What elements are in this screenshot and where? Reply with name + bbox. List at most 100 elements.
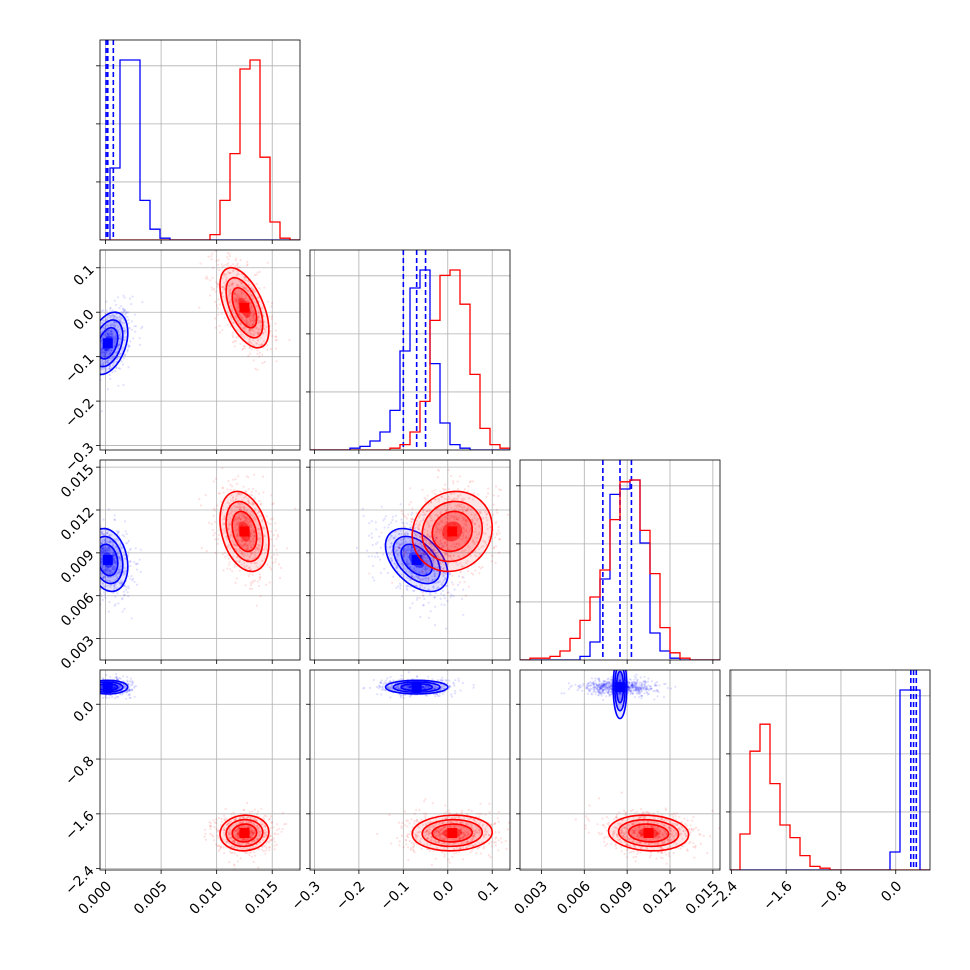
scatter-point (411, 507, 414, 510)
scatter-point (379, 546, 382, 549)
scatter-point (100, 339, 103, 342)
scatter-point (445, 553, 448, 556)
scatter-point (236, 262, 239, 265)
scatter-point (474, 554, 477, 557)
scatter-point (423, 566, 426, 569)
scatter-point (94, 685, 96, 687)
scatter-point (239, 518, 242, 521)
scatter-point (218, 533, 221, 537)
scatter-point (232, 321, 235, 324)
scatter-point (235, 298, 238, 301)
scatter-point (454, 508, 457, 511)
scatter-point (415, 534, 418, 537)
scatter-point (117, 555, 120, 558)
scatter-point (131, 680, 134, 683)
scatter-point (423, 559, 427, 563)
scatter-point (256, 368, 259, 371)
scatter-point (89, 688, 91, 690)
scatter-point (236, 532, 240, 535)
scatter-point (472, 573, 475, 576)
scatter-point (439, 535, 443, 538)
scatter-point (210, 522, 213, 526)
scatter-point (428, 535, 432, 538)
scatter-point (134, 330, 137, 333)
scatter-point (389, 537, 392, 540)
scatter-point (274, 322, 277, 325)
scatter-point (106, 333, 109, 336)
scatter-point (102, 565, 105, 568)
scatter-point (226, 567, 229, 570)
scatter-point (109, 306, 112, 310)
scatter-point (446, 600, 449, 603)
scatter-point (455, 543, 458, 546)
scatter-point (277, 535, 280, 538)
scatter-point (112, 314, 115, 317)
scatter-point (241, 348, 244, 351)
scatter-point (255, 342, 258, 345)
scatter-point (485, 513, 488, 516)
scatter-point (90, 685, 92, 687)
scatter-point (94, 682, 96, 684)
scatter-point (120, 311, 123, 314)
scatter-point (92, 546, 94, 548)
scatter-point (223, 275, 226, 278)
scatter-point (243, 562, 246, 565)
scatter-point (215, 259, 218, 262)
scatter-point (392, 536, 395, 539)
scatter-point (255, 562, 258, 565)
scatter-point (235, 317, 238, 320)
scatter-point (269, 517, 272, 521)
scatter-point (240, 539, 243, 543)
scatter-point (231, 263, 235, 266)
scatter-point (422, 551, 425, 554)
scatter-point (94, 685, 96, 687)
scatter-point (400, 532, 403, 536)
scatter-point (214, 538, 217, 541)
scatter-point (464, 516, 467, 519)
scatter-point (407, 545, 410, 548)
scatter-point (407, 562, 410, 566)
scatter-point (96, 692, 98, 694)
scatter-point (409, 566, 412, 569)
scatter-point (94, 367, 96, 369)
scatter-point (426, 568, 429, 571)
scatter-point (100, 530, 103, 533)
scatter-point (230, 316, 233, 319)
scatter-point (122, 307, 125, 310)
scatter-point (238, 548, 241, 551)
scatter-point (409, 547, 413, 550)
scatter-point (107, 333, 110, 336)
scatter-point (106, 568, 110, 572)
scatter-point (265, 548, 268, 551)
scatter-point (242, 505, 246, 508)
scatter-point (413, 576, 416, 579)
scatter-point (238, 505, 241, 508)
scatter-point (243, 542, 247, 545)
scatter-point (249, 319, 253, 322)
scatter-point (398, 544, 401, 547)
scatter-point (98, 360, 100, 362)
scatter-point (259, 575, 262, 579)
scatter-point (232, 543, 235, 546)
scatter-point (467, 505, 470, 508)
scatter-point (237, 523, 240, 526)
scatter-point (265, 326, 268, 329)
scatter-point (226, 488, 229, 491)
scatter-point (405, 587, 408, 590)
scatter-point (79, 338, 81, 340)
scatter-point (118, 320, 121, 323)
scatter-point (94, 687, 96, 689)
scatter-point (92, 686, 94, 688)
scatter-point (237, 539, 240, 543)
scatter-point (238, 560, 241, 564)
scatter-point (133, 561, 136, 564)
scatter-point (258, 500, 261, 503)
scatter-point (250, 306, 253, 309)
scatter-point (261, 526, 264, 529)
scatter-point (264, 330, 267, 334)
scatter-point (117, 343, 120, 346)
scatter-point (493, 546, 496, 549)
scatter-point (423, 528, 426, 531)
scatter-point (97, 549, 99, 551)
